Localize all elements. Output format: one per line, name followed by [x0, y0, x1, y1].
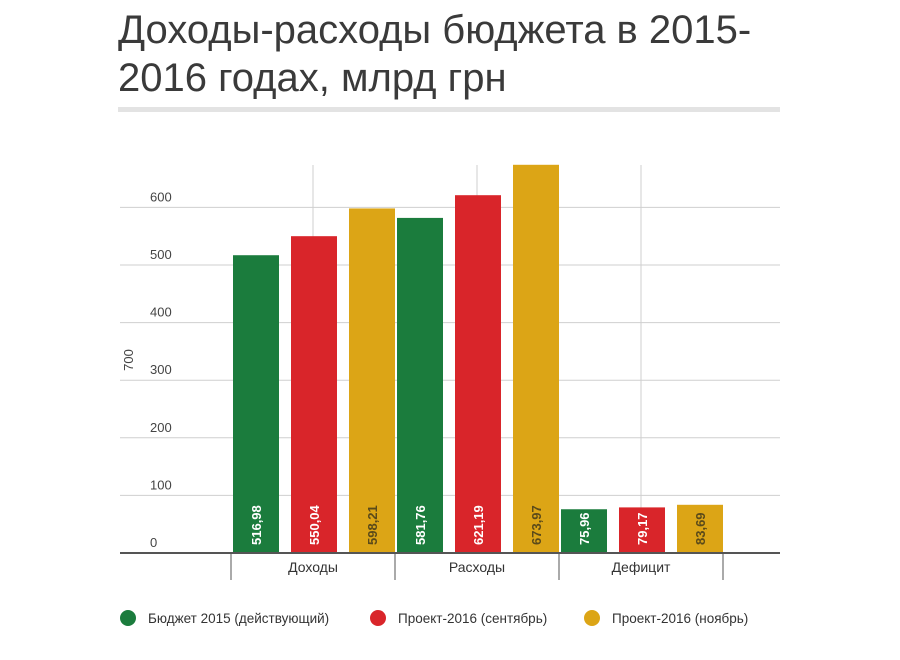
legend-item-project-september: Проект-2016 (сентябрь)	[370, 610, 547, 626]
y-tick-label: 400	[150, 305, 172, 320]
y-tick-label: 0	[150, 535, 157, 550]
y-tick-label: 500	[150, 247, 172, 262]
bar-value-label: 83,69	[693, 512, 708, 545]
legend-label: Проект-2016 (ноябрь)	[612, 610, 749, 626]
legend-swatch-green	[120, 610, 136, 626]
bar	[561, 509, 607, 553]
title-divider	[118, 107, 780, 112]
legend-item-project-november: Проект-2016 (ноябрь)	[584, 610, 748, 626]
bar-value-label: 598,21	[365, 505, 380, 545]
y-tick-label: 300	[150, 362, 172, 377]
x-category-label: Расходы	[449, 559, 505, 575]
chart-title: Доходы-расходы бюджета в 2015-2016 годах…	[118, 8, 752, 100]
bar-value-label: 79,17	[635, 512, 650, 545]
legend-label: Бюджет 2015 (действующий)	[148, 610, 330, 626]
bar	[513, 164, 559, 553]
y-axis-label: 700	[121, 349, 136, 371]
bar	[455, 195, 501, 553]
x-category-label: Доходы	[288, 559, 338, 575]
legend-swatch-yellow	[584, 610, 600, 626]
legend-swatch-red	[370, 610, 386, 626]
bar-value-label: 75,96	[577, 512, 592, 545]
x-category-label: Дефицит	[612, 559, 671, 575]
bar-value-label: 581,76	[413, 505, 428, 545]
y-tick-label: 200	[150, 420, 172, 435]
y-tick-label: 100	[150, 477, 172, 492]
bar	[291, 236, 337, 554]
bar-value-label: 673,97	[529, 505, 544, 545]
bar	[619, 507, 665, 553]
bar	[349, 208, 395, 554]
legend-label: Проект-2016 (сентябрь)	[398, 610, 548, 626]
bar	[397, 217, 443, 553]
bar-value-label: 621,19	[471, 505, 486, 545]
legend: Бюджет 2015 (действующий) Проект-2016 (с…	[120, 610, 880, 634]
bar	[233, 255, 279, 553]
bar-value-label: 516,98	[249, 505, 264, 545]
bar-value-label: 550,04	[307, 504, 322, 545]
legend-item-budget-2015: Бюджет 2015 (действующий)	[120, 610, 329, 626]
bar	[677, 504, 723, 553]
y-tick-label: 600	[150, 189, 172, 204]
bar-chart: 0 100 200 300 400 500 600 700 516,98 550,04 598,21…	[120, 164, 780, 580]
